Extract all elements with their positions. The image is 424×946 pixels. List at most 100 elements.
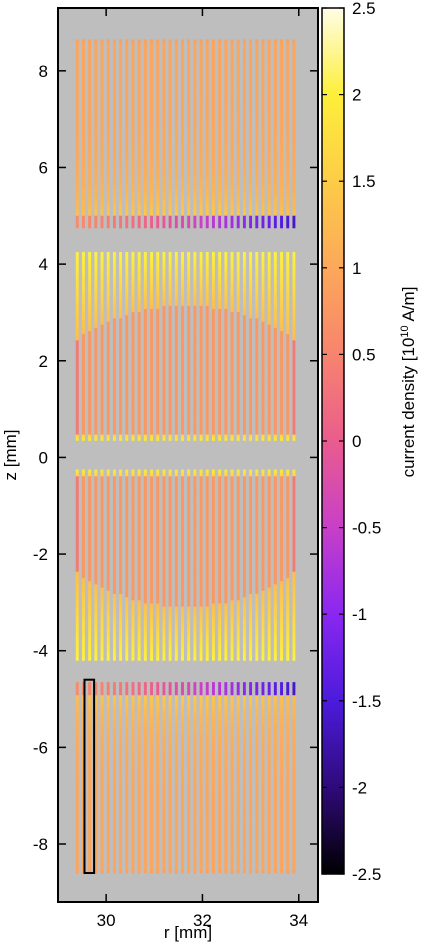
strip-segment bbox=[292, 421, 296, 426]
strip-segment bbox=[75, 336, 79, 341]
strip-segment bbox=[75, 485, 79, 489]
strip-segment bbox=[181, 212, 184, 216]
strip-segment bbox=[112, 555, 116, 559]
strip-segment bbox=[88, 361, 92, 366]
strip-segment bbox=[168, 289, 172, 294]
strip-segment bbox=[106, 564, 110, 569]
strip-segment bbox=[267, 283, 271, 287]
strip-segment bbox=[119, 599, 123, 604]
strip-segment bbox=[106, 358, 110, 363]
strip-segment bbox=[242, 318, 246, 322]
strip-segment bbox=[255, 202, 259, 207]
strip-segment bbox=[88, 514, 92, 518]
strip-segment bbox=[292, 405, 296, 410]
strip-segment bbox=[205, 314, 209, 319]
strip-segment bbox=[168, 224, 172, 229]
strip-segment bbox=[249, 149, 253, 153]
strip-segment bbox=[187, 261, 191, 265]
strip-segment bbox=[168, 415, 172, 419]
strip-segment bbox=[193, 108, 197, 113]
strip-segment bbox=[242, 349, 246, 353]
strip-segment bbox=[119, 469, 123, 474]
strip-segment bbox=[125, 520, 129, 524]
strip-segment bbox=[255, 58, 259, 62]
strip-segment bbox=[236, 286, 240, 291]
strip-segment bbox=[212, 361, 215, 366]
strip-segment bbox=[156, 215, 160, 219]
strip-segment bbox=[125, 498, 129, 502]
strip-segment bbox=[156, 105, 160, 109]
strip-segment bbox=[174, 267, 178, 272]
strip-segment bbox=[286, 89, 290, 94]
strip-segment bbox=[82, 564, 85, 569]
strip-segment bbox=[273, 105, 277, 109]
strip-segment bbox=[168, 358, 172, 363]
strip-segment bbox=[199, 292, 203, 297]
strip-segment bbox=[181, 339, 184, 344]
strip-segment bbox=[119, 577, 123, 582]
strip-segment bbox=[112, 102, 116, 106]
strip-segment bbox=[137, 215, 141, 219]
strip-segment bbox=[125, 415, 129, 419]
strip-segment bbox=[131, 318, 135, 322]
strip-segment bbox=[106, 568, 110, 572]
strip-segment bbox=[168, 64, 172, 69]
strip-segment bbox=[280, 102, 283, 106]
strip-segment bbox=[156, 67, 160, 72]
strip-segment bbox=[261, 177, 265, 182]
strip-segment bbox=[82, 603, 85, 607]
strip-segment bbox=[125, 590, 129, 594]
strip-segment bbox=[261, 346, 265, 350]
strip-segment bbox=[187, 311, 191, 316]
strip-segment bbox=[255, 264, 259, 269]
strip-segment bbox=[199, 412, 203, 416]
strip-segment bbox=[292, 324, 296, 328]
strip-segment bbox=[100, 387, 104, 391]
strip-segment bbox=[187, 130, 191, 135]
strip-segment bbox=[94, 412, 98, 416]
strip-segment bbox=[119, 571, 123, 575]
strip-segment bbox=[205, 190, 209, 194]
strip-segment bbox=[143, 333, 147, 338]
strip-segment bbox=[168, 390, 172, 394]
strip-segment bbox=[273, 405, 277, 410]
strip-segment bbox=[249, 86, 253, 91]
strip-segment bbox=[193, 434, 197, 438]
strip-segment bbox=[100, 212, 104, 216]
strip-segment bbox=[106, 58, 110, 62]
strip-segment bbox=[112, 61, 116, 65]
strip-segment bbox=[106, 549, 110, 553]
strip-segment bbox=[156, 83, 160, 87]
strip-segment bbox=[249, 365, 253, 369]
strip-segment bbox=[273, 45, 277, 50]
strip-segment bbox=[187, 346, 191, 350]
strip-segment bbox=[131, 437, 135, 441]
strip-segment bbox=[82, 51, 85, 56]
strip-segment bbox=[100, 529, 104, 534]
strip-segment bbox=[143, 177, 147, 182]
strip-segment bbox=[168, 305, 172, 309]
strip-segment bbox=[125, 634, 129, 639]
strip-segment bbox=[94, 657, 98, 661]
strip-segment bbox=[143, 355, 147, 360]
strip-segment bbox=[224, 202, 228, 207]
strip-segment bbox=[131, 64, 135, 69]
strip-segment bbox=[224, 292, 228, 297]
strip-segment bbox=[106, 542, 110, 547]
strip-segment bbox=[273, 136, 277, 141]
strip-segment bbox=[205, 45, 209, 50]
strip-segment bbox=[255, 311, 259, 316]
strip-segment bbox=[218, 190, 222, 194]
strip-segment bbox=[236, 393, 240, 397]
strip-segment bbox=[94, 507, 98, 512]
strip-segment bbox=[230, 418, 234, 423]
strip-segment bbox=[267, 387, 271, 391]
strip-segment bbox=[280, 349, 283, 353]
strip-segment bbox=[181, 267, 184, 272]
strip-segment bbox=[174, 261, 178, 265]
strip-segment bbox=[255, 286, 259, 291]
strip-segment bbox=[125, 596, 129, 601]
strip-segment bbox=[162, 205, 166, 210]
strip-segment bbox=[82, 61, 85, 65]
strip-segment bbox=[205, 130, 209, 135]
